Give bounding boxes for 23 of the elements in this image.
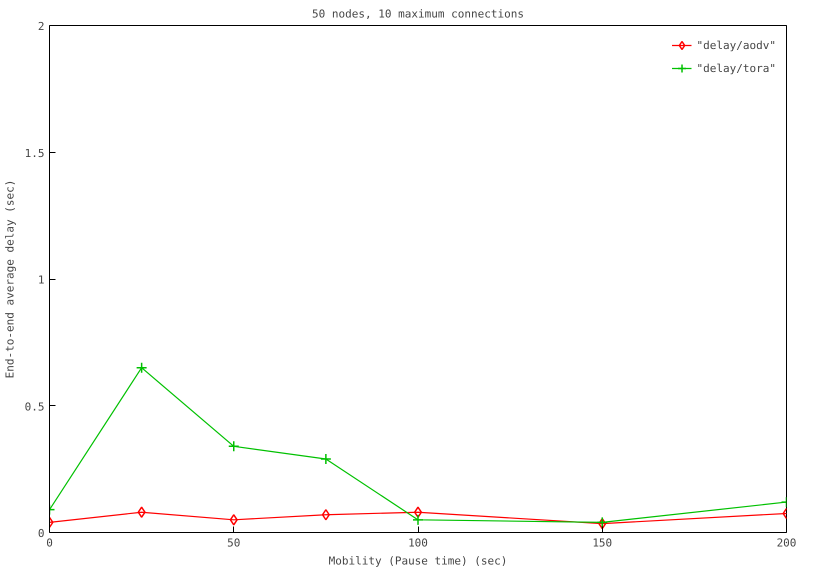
y-tick-label: 0 [38, 527, 44, 540]
x-tick-label: 50 [227, 536, 240, 550]
point [230, 514, 238, 526]
point [414, 506, 422, 518]
y-axis-title: End-to-end average delay (sec) [4, 180, 17, 378]
point [320, 453, 332, 465]
y-tick-label: 0.5 [24, 400, 45, 414]
chart-title: 50 nodes, 10 maximum connections [312, 8, 524, 20]
x-tick-label: 150 [592, 536, 612, 550]
x-tick-label: 200 [776, 536, 796, 550]
point [228, 440, 240, 452]
x-tick-label: 0 [46, 536, 53, 550]
point [322, 509, 330, 521]
y-tick-label: 1.5 [24, 146, 45, 160]
point [412, 514, 424, 526]
y-tick-label: 2 [38, 20, 44, 33]
legend-label: "delay/aodv" [696, 38, 776, 52]
point [136, 362, 148, 374]
x-axis-title: Mobility (Pause time) (sec) [328, 554, 508, 568]
legend-label: "delay/tora" [696, 62, 776, 74]
x-tick-label: 100 [408, 536, 428, 550]
y-tick-label: 1 [38, 274, 44, 286]
point [138, 506, 146, 518]
